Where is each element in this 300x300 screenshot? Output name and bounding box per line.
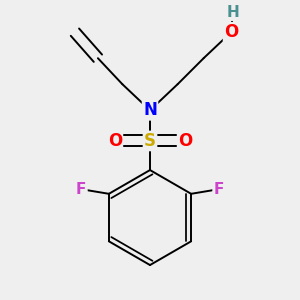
Text: O: O	[178, 132, 192, 150]
Text: O: O	[108, 132, 122, 150]
Text: F: F	[76, 182, 86, 197]
Text: S: S	[144, 132, 156, 150]
Text: O: O	[224, 23, 238, 41]
Text: H: H	[226, 5, 239, 20]
Text: F: F	[214, 182, 224, 197]
Text: N: N	[143, 101, 157, 119]
